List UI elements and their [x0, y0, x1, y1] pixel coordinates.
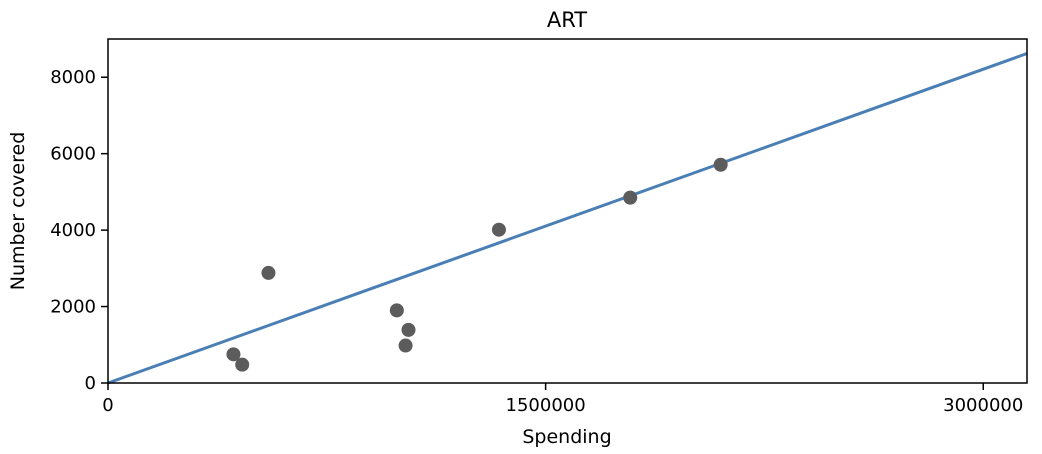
data-point-2: [235, 357, 250, 372]
y-axis: 0 2000 4000 6000 8000: [50, 67, 108, 394]
data-point-5: [398, 338, 413, 353]
fit-line: [107, 52, 1028, 385]
y-tick-label: 6000: [50, 144, 96, 165]
y-tick-label: 0: [85, 373, 96, 394]
y-tick-label: 8000: [50, 67, 96, 88]
y-tick-label: 2000: [50, 297, 96, 318]
x-axis: 0 1500000 3000000: [102, 383, 1023, 416]
data-point-4: [389, 303, 404, 318]
plot-area: [107, 52, 1028, 385]
data-point-6: [401, 322, 416, 337]
y-axis-label: Number covered: [7, 132, 29, 291]
data-point-7: [491, 222, 506, 237]
data-point-8: [623, 190, 638, 205]
data-point-9: [713, 157, 728, 172]
plot-frame: [107, 38, 1028, 384]
x-axis-label: Spending: [522, 426, 611, 448]
data-point-1: [226, 347, 241, 362]
data-point-3: [261, 265, 276, 280]
x-tick-label: 3000000: [943, 395, 1023, 416]
y-tick-label: 4000: [50, 220, 96, 241]
chart-title: ART: [547, 8, 587, 32]
x-tick-label: 0: [102, 395, 113, 416]
x-tick-label: 1500000: [506, 395, 586, 416]
